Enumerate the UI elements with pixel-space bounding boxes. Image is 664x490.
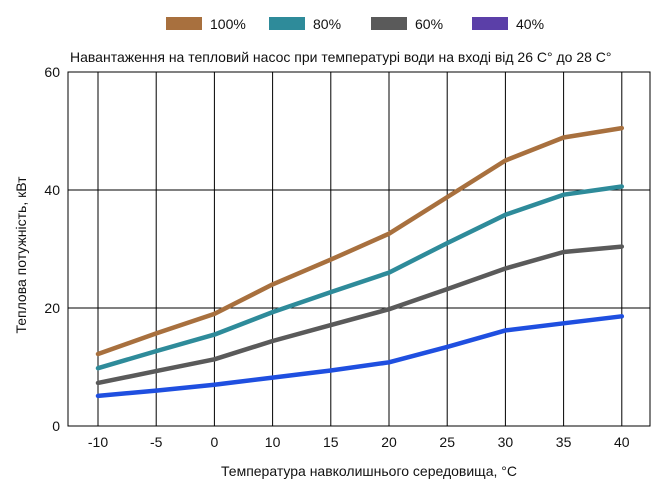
legend-label-60: 60% bbox=[415, 16, 443, 32]
x-tick-label: 30 bbox=[498, 434, 514, 450]
legend-label-40: 40% bbox=[516, 16, 544, 32]
legend-swatch-80 bbox=[269, 17, 305, 30]
x-tick-label: -10 bbox=[88, 434, 108, 450]
y-axis-label: Теплова потужність, кВт bbox=[13, 176, 29, 334]
x-tick-label: 20 bbox=[381, 434, 397, 450]
x-ticks: -10 -5 0 10 15 20 25 30 35 40 bbox=[88, 434, 630, 450]
legend-item-40: 40% bbox=[472, 16, 544, 32]
legend-swatch-100 bbox=[166, 17, 202, 30]
series-lines bbox=[95, 125, 625, 399]
x-tick-label: 0 bbox=[211, 434, 219, 450]
series-line-80 bbox=[95, 184, 625, 371]
legend-item-80: 80% bbox=[269, 16, 341, 32]
grid bbox=[68, 72, 650, 426]
x-tick-label: 25 bbox=[439, 434, 455, 450]
x-tick-label: 40 bbox=[614, 434, 630, 450]
x-tick-label: 10 bbox=[265, 434, 281, 450]
legend-label-100: 100% bbox=[210, 16, 246, 32]
y-ticks: 0 20 40 60 bbox=[44, 64, 60, 434]
series-line-100 bbox=[95, 125, 625, 357]
legend: 100% 80% 60% 40% bbox=[166, 16, 544, 32]
y-tick-label: 40 bbox=[44, 182, 60, 198]
legend-swatch-60 bbox=[371, 17, 407, 30]
legend-label-80: 80% bbox=[313, 16, 341, 32]
x-tick-label: 15 bbox=[323, 434, 339, 450]
series-line-blue bbox=[95, 314, 625, 399]
y-tick-label: 60 bbox=[44, 64, 60, 80]
x-tick-label: 35 bbox=[556, 434, 572, 450]
chart-title: Навантаження на тепловий насос при темпе… bbox=[70, 49, 612, 65]
series-line-60 bbox=[95, 244, 625, 386]
y-tick-label: 0 bbox=[52, 418, 60, 434]
y-tick-label: 20 bbox=[44, 300, 60, 316]
x-tick-label: -5 bbox=[150, 434, 163, 450]
plot-frame bbox=[67, 71, 651, 427]
legend-item-100: 100% bbox=[166, 16, 246, 32]
legend-item-60: 60% bbox=[371, 16, 443, 32]
legend-swatch-40 bbox=[472, 17, 508, 30]
x-axis-label: Температура навколишнього середовища, °С bbox=[221, 463, 517, 479]
